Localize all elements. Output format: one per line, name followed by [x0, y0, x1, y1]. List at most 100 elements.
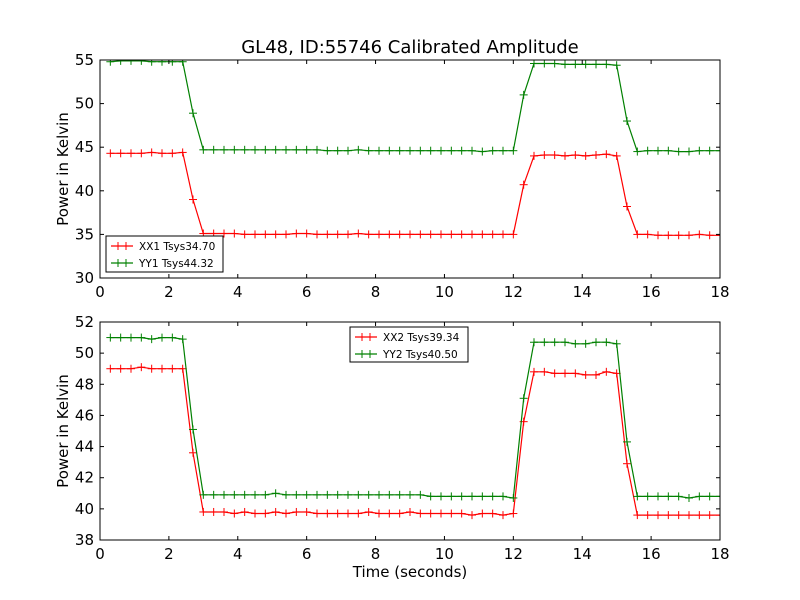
data-point	[581, 339, 590, 348]
data-point	[685, 493, 693, 502]
data-point	[581, 151, 590, 160]
data-point	[251, 145, 259, 154]
data-point	[261, 509, 270, 518]
data-point	[385, 146, 394, 155]
data-point	[447, 492, 456, 501]
axes-frame	[99, 59, 721, 279]
data-point	[116, 364, 125, 373]
data-point	[344, 230, 352, 239]
data-point	[592, 151, 600, 160]
data-point	[509, 230, 518, 239]
data-point	[116, 333, 125, 342]
data-point	[209, 507, 218, 516]
x-axis-label: Time (seconds)	[352, 563, 468, 581]
data-point	[292, 490, 301, 499]
data-point	[168, 364, 177, 373]
data-point	[230, 229, 239, 238]
data-point	[364, 230, 373, 239]
data-point	[261, 230, 270, 239]
x-tick-label: 4	[233, 283, 243, 301]
x-tick-label: 10	[435, 545, 454, 563]
data-point	[313, 509, 321, 518]
data-point	[292, 507, 301, 516]
data-point	[674, 147, 683, 156]
data-point	[695, 511, 704, 520]
y-tick-label: 50	[75, 344, 94, 362]
data-point	[189, 195, 197, 204]
data-point	[447, 230, 456, 239]
x-tick-label: 6	[302, 283, 312, 301]
y-tick-label: 48	[75, 375, 94, 393]
data-point	[685, 231, 693, 240]
data-point	[302, 490, 311, 499]
data-point	[437, 146, 445, 155]
data-point	[643, 230, 652, 239]
legend-item-1: XX1 Tsys34.70	[111, 241, 215, 253]
x-tick-label: 8	[371, 283, 381, 301]
data-point	[643, 492, 652, 501]
data-point	[333, 509, 342, 518]
x-tick-label: 10	[435, 283, 454, 301]
data-point	[282, 230, 290, 239]
data-point	[437, 492, 445, 501]
data-point	[695, 492, 704, 501]
legend-label: XX2 Tsys39.34	[383, 332, 460, 344]
data-point	[499, 511, 507, 520]
data-point	[561, 369, 569, 378]
data-point	[674, 492, 683, 501]
x-tick-label: 4	[233, 545, 243, 563]
x-tick-label: 2	[164, 545, 174, 563]
data-point	[333, 146, 342, 155]
data-point	[633, 230, 642, 239]
y-tick-label: 52	[75, 313, 94, 331]
data-point	[178, 364, 187, 373]
data-point	[251, 509, 259, 518]
data-point	[220, 490, 228, 499]
data-point	[106, 60, 115, 66]
data-point	[478, 230, 487, 239]
data-point	[716, 146, 720, 155]
data-point	[519, 90, 528, 99]
data-point	[654, 231, 662, 240]
data-point	[550, 151, 559, 160]
data-point	[478, 147, 487, 156]
data-point	[612, 151, 621, 160]
data-point	[437, 230, 445, 239]
data-point	[199, 507, 208, 516]
data-point	[199, 145, 208, 154]
data-point	[499, 146, 507, 155]
data-point	[633, 147, 642, 156]
data-point	[302, 507, 311, 516]
data-point	[354, 490, 363, 499]
data-point	[282, 509, 290, 518]
data-point	[674, 511, 683, 520]
data-point	[478, 492, 487, 501]
data-point	[189, 425, 197, 434]
data-point	[519, 394, 528, 403]
data-point	[344, 146, 352, 155]
data-point	[406, 146, 414, 155]
data-point	[540, 367, 549, 376]
data-point	[168, 333, 177, 342]
data-point	[137, 149, 146, 158]
data-point	[323, 509, 332, 518]
y-tick-label: 50	[75, 95, 94, 113]
data-point	[240, 145, 249, 154]
data-point	[592, 60, 600, 69]
legend-label: XX1 Tsys34.70	[139, 241, 215, 253]
data-point	[457, 492, 466, 501]
data-point	[571, 60, 580, 69]
y-axis-label: Power in Kelvin	[54, 374, 72, 488]
data-point	[695, 146, 704, 155]
y-tick-label: 30	[75, 269, 94, 287]
data-point	[654, 492, 662, 501]
data-point	[685, 147, 693, 156]
x-tick-label: 12	[504, 283, 523, 301]
data-point	[199, 490, 208, 499]
data-point	[220, 507, 228, 516]
data-point	[468, 492, 476, 501]
data-point	[716, 231, 720, 240]
x-tick-label: 0	[95, 545, 105, 563]
data-point	[251, 230, 259, 239]
